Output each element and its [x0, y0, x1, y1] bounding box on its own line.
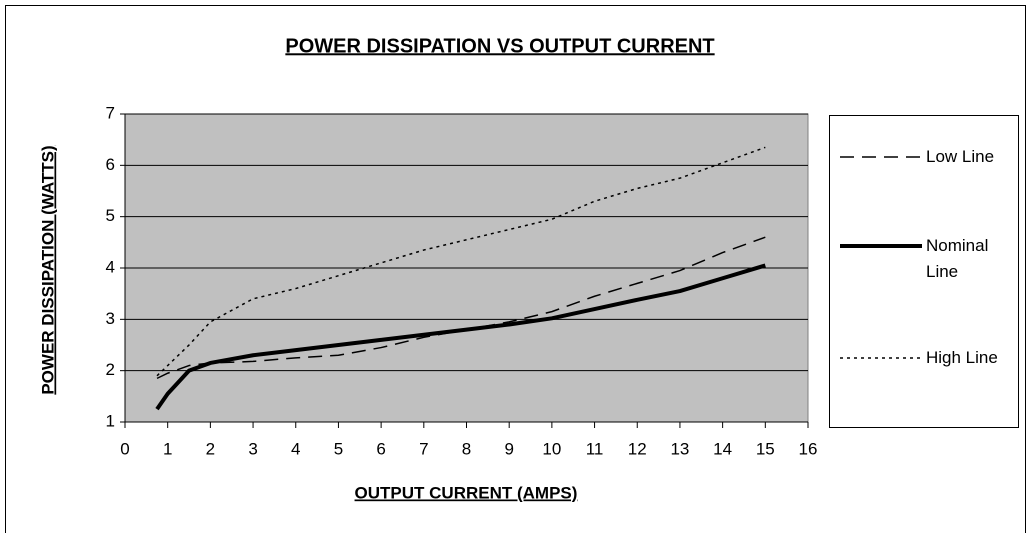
x-tick-label: 4 [291, 439, 300, 458]
series-line [156, 146, 766, 377]
x-tick-label: 9 [504, 439, 513, 458]
legend-label: Nominal Line [926, 236, 989, 281]
x-tick-label: 1 [163, 439, 172, 458]
x-tick-label: 2 [206, 439, 215, 458]
x-tick-label: 7 [419, 439, 428, 458]
y-axis-label: POWER DISSIPATION (WATTS) [38, 145, 57, 394]
y-tick-label: 7 [106, 103, 115, 122]
series-line [155, 263, 766, 411]
x-tick-label: 11 [586, 439, 604, 458]
legend-label: High Line [926, 348, 998, 367]
x-tick-label: 6 [376, 439, 385, 458]
x-tick-label: 10 [542, 439, 561, 458]
x-tick-label: 3 [248, 439, 257, 458]
chart-title: POWER DISSIPATION VS OUTPUT CURRENT [285, 35, 714, 57]
x-tick-label: 12 [628, 439, 647, 458]
y-tick-label: 6 [106, 155, 115, 174]
y-tick-label: 4 [106, 257, 115, 276]
x-tick-label: 13 [670, 439, 689, 458]
x-tick-label: 14 [713, 439, 732, 458]
x-tick-label: 5 [334, 439, 343, 458]
legend-box [829, 115, 1019, 428]
legend-label: Low Line [926, 147, 995, 166]
x-tick-label: 0 [120, 439, 129, 458]
y-tick-label: 3 [106, 309, 115, 328]
y-tick-label: 2 [106, 360, 115, 379]
x-tick-label: 16 [799, 439, 818, 458]
chart-border [5, 5, 1026, 533]
x-tick-label: 8 [462, 439, 471, 458]
y-tick-label: 1 [106, 411, 115, 430]
x-axis-label: OUTPUT CURRENT (AMPS) [355, 483, 578, 502]
x-tick-label: 15 [756, 439, 775, 458]
y-tick-label: 5 [106, 206, 115, 225]
